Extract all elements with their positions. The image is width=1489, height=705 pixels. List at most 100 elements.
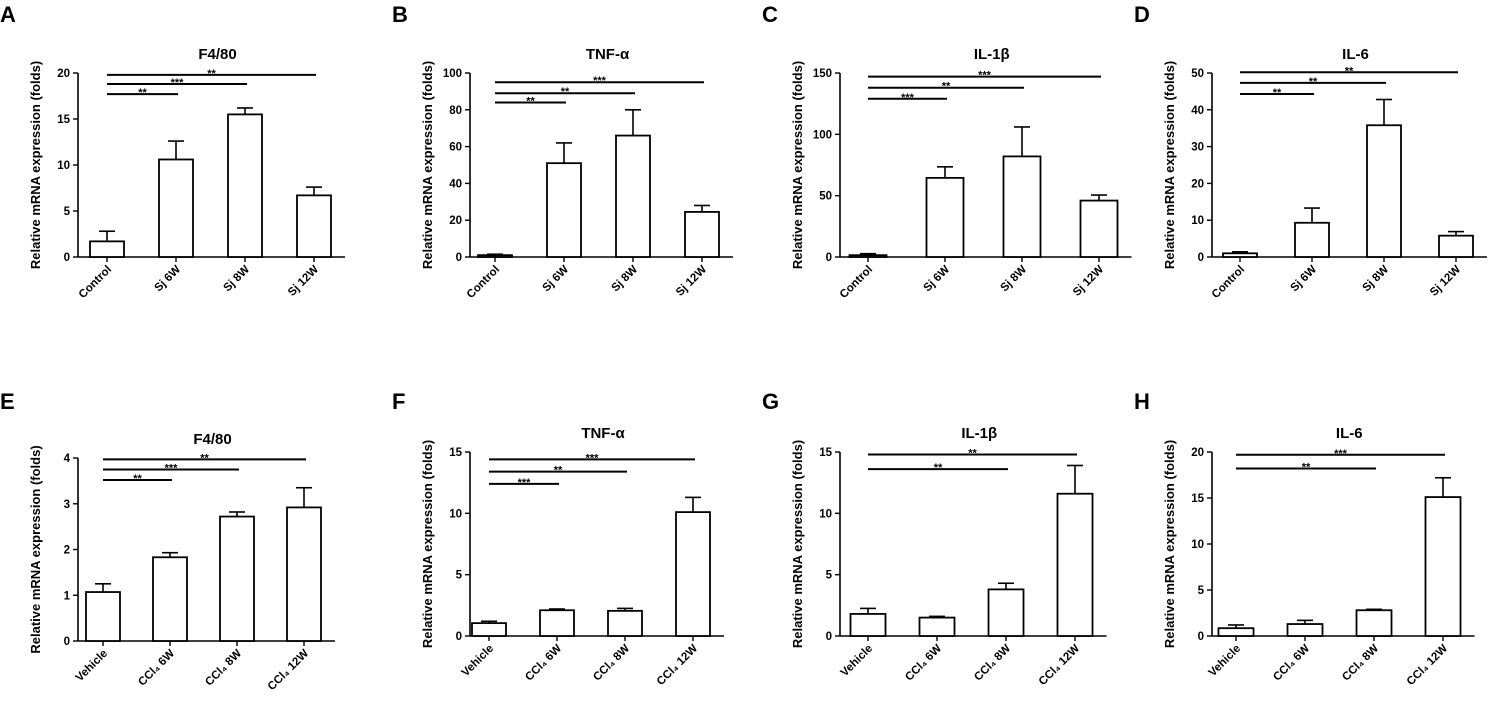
bar-b-1 (546, 162, 582, 258)
y-tick-label-e-2: 2 (64, 545, 70, 557)
significance-label-b-1: ** (561, 86, 570, 98)
y-tick-label-f-1: 5 (456, 570, 463, 582)
chart-panel-d: D IL-6 Relative mRNA expression (folds) 0 10… (1134, 2, 1487, 301)
y-axis-label-f: Relative mRNA expression (folds) (420, 440, 435, 648)
bar-f-0 (471, 622, 507, 637)
y-tick-label-c-2: 100 (813, 129, 832, 141)
chart-title-d: IL-6 (1342, 46, 1369, 63)
x-category-label-g-1: CCl₄ 6W (903, 643, 944, 684)
significance-label-h-0: ** (1302, 462, 1311, 474)
y-tick-label-e-1: 1 (64, 590, 71, 602)
bar-g-0 (849, 613, 887, 637)
x-category-label-h-0: Vehicle (1207, 643, 1244, 680)
y-tick-label-d-1: 10 (1191, 215, 1204, 227)
x-category-label-a-2: Sj 8W (221, 264, 252, 295)
y-tick-label-h-2: 10 (1191, 539, 1204, 551)
y-axis-label-a: Relative mRNA expression (folds) (28, 61, 43, 269)
y-tick-label-a-1: 5 (64, 206, 71, 218)
significance-label-d-2: ** (1345, 65, 1354, 77)
chart-title-g: IL-1β (961, 425, 997, 442)
significance-label-a-0: ** (138, 87, 147, 99)
bar-d-3 (1438, 234, 1474, 258)
significance-label-c-0: *** (901, 92, 915, 104)
panel-letter-c: C (762, 2, 778, 27)
bar-f-1 (539, 609, 575, 637)
chart-panel-b: B TNF-α Relative mRNA expression (folds) 0 2… (392, 2, 733, 301)
chart-panel-f: F TNF-α Relative mRNA expression (folds) 0 5… (392, 389, 724, 688)
x-category-label-h-3: CCl₄ 12W (1405, 643, 1450, 688)
y-tick-label-d-2: 20 (1191, 178, 1204, 190)
x-category-label-f-3: CCl₄ 12W (655, 643, 700, 688)
y-tick-label-g-2: 10 (819, 508, 832, 520)
y-tick-label-c-0: 0 (826, 252, 832, 264)
bar-h-1 (1286, 623, 1324, 637)
panel-letter-h: H (1134, 389, 1150, 414)
chart-panel-h: H IL-6 Relative mRNA expression (folds) 0 5 1… (1134, 389, 1475, 688)
panel-letter-a: A (0, 2, 16, 27)
x-category-label-e-1: CCl₄ 6W (136, 648, 177, 689)
significance-label-e-0: ** (133, 473, 142, 485)
chart-title-b: TNF-α (586, 46, 630, 63)
y-tick-label-b-4: 80 (449, 105, 462, 117)
y-tick-label-b-5: 100 (443, 68, 462, 80)
bar-d-0 (1222, 252, 1258, 258)
bar-g-3 (1056, 492, 1094, 637)
x-category-label-b-2: Sj 8W (609, 264, 640, 295)
x-category-label-g-2: CCl₄ 8W (972, 643, 1013, 684)
bar-b-3 (684, 211, 720, 258)
y-tick-label-e-4: 4 (64, 453, 71, 465)
chart-title-h: IL-6 (1336, 425, 1363, 442)
y-tick-label-d-5: 50 (1191, 68, 1204, 80)
significance-label-d-0: ** (1273, 87, 1282, 99)
bar-a-1 (158, 158, 194, 258)
chart-title-e: F4/80 (193, 431, 231, 448)
y-axis-label-g: Relative mRNA expression (folds) (790, 440, 805, 648)
y-tick-label-c-3: 150 (813, 68, 832, 80)
y-tick-label-h-1: 5 (1198, 585, 1205, 597)
y-tick-label-e-3: 3 (64, 499, 70, 511)
y-tick-label-g-0: 0 (826, 631, 832, 643)
bar-c-1 (925, 176, 965, 258)
bar-e-1 (152, 556, 188, 642)
x-category-label-d-3: Sj 12W (1428, 264, 1463, 299)
y-tick-label-a-0: 0 (64, 252, 70, 264)
bar-a-3 (296, 194, 332, 258)
bar-h-2 (1355, 609, 1393, 637)
bar-f-3 (675, 511, 711, 637)
significance-label-e-2: ** (200, 452, 209, 464)
bar-c-3 (1079, 199, 1119, 258)
y-tick-label-h-4: 20 (1191, 447, 1204, 459)
y-tick-label-d-4: 40 (1191, 105, 1204, 117)
significance-label-c-1: ** (942, 81, 951, 93)
y-tick-label-a-2: 10 (57, 160, 70, 172)
y-tick-label-b-2: 40 (449, 178, 462, 190)
significance-label-c-2: *** (978, 70, 992, 82)
y-tick-label-g-3: 15 (819, 447, 832, 459)
significance-label-d-1: ** (1309, 76, 1318, 88)
significance-label-f-1: ** (554, 465, 563, 477)
x-category-label-c-1: Sj 6W (921, 264, 952, 295)
significance-label-h-1: *** (1334, 448, 1348, 460)
y-tick-label-e-0: 0 (64, 636, 70, 648)
x-category-label-a-1: Sj 6W (152, 264, 183, 295)
x-category-label-a-3: Sj 12W (286, 264, 321, 299)
panel-letter-b: B (392, 2, 408, 27)
significance-label-a-1: *** (171, 77, 185, 89)
x-category-label-c-3: Sj 12W (1071, 264, 1106, 299)
x-category-label-b-0: Control (465, 264, 502, 301)
panel-letter-d: D (1134, 2, 1150, 27)
significance-label-g-0: ** (934, 462, 943, 474)
chart-panel-a: A F4/80 Relative mRNA expression (folds) 0 5… (0, 2, 345, 301)
bar-c-0 (848, 254, 888, 258)
x-category-label-d-0: Control (1210, 264, 1247, 301)
x-category-label-h-1: CCl₄ 6W (1271, 643, 1312, 684)
y-axis-label-b: Relative mRNA expression (folds) (420, 61, 435, 269)
x-category-label-f-2: CCl₄ 8W (591, 643, 632, 684)
y-tick-label-d-3: 30 (1191, 142, 1204, 154)
x-category-label-g-3: CCl₄ 12W (1037, 643, 1082, 688)
bar-a-0 (89, 240, 125, 258)
y-axis-label-h: Relative mRNA expression (folds) (1162, 440, 1177, 648)
y-tick-label-b-0: 0 (456, 252, 462, 264)
y-tick-label-f-3: 15 (449, 447, 462, 459)
